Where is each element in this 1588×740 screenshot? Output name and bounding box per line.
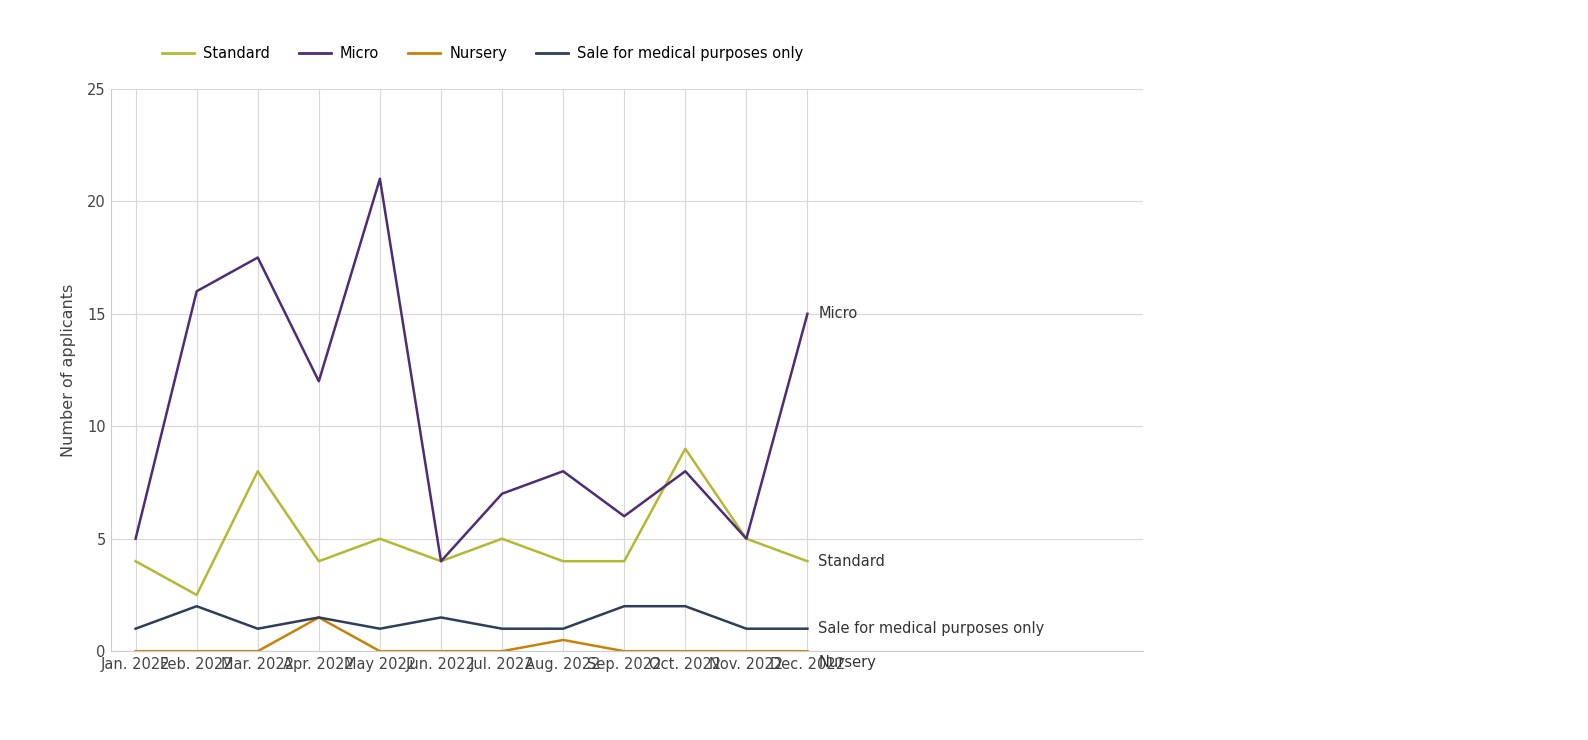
Text: Standard: Standard <box>818 554 885 569</box>
Text: Sale for medical purposes only: Sale for medical purposes only <box>818 621 1045 636</box>
Y-axis label: Number of applicants: Number of applicants <box>60 283 76 457</box>
Text: Nursery: Nursery <box>818 655 877 670</box>
Legend: Standard, Micro, Nursery, Sale for medical purposes only: Standard, Micro, Nursery, Sale for medic… <box>156 40 810 67</box>
Text: Micro: Micro <box>818 306 858 321</box>
